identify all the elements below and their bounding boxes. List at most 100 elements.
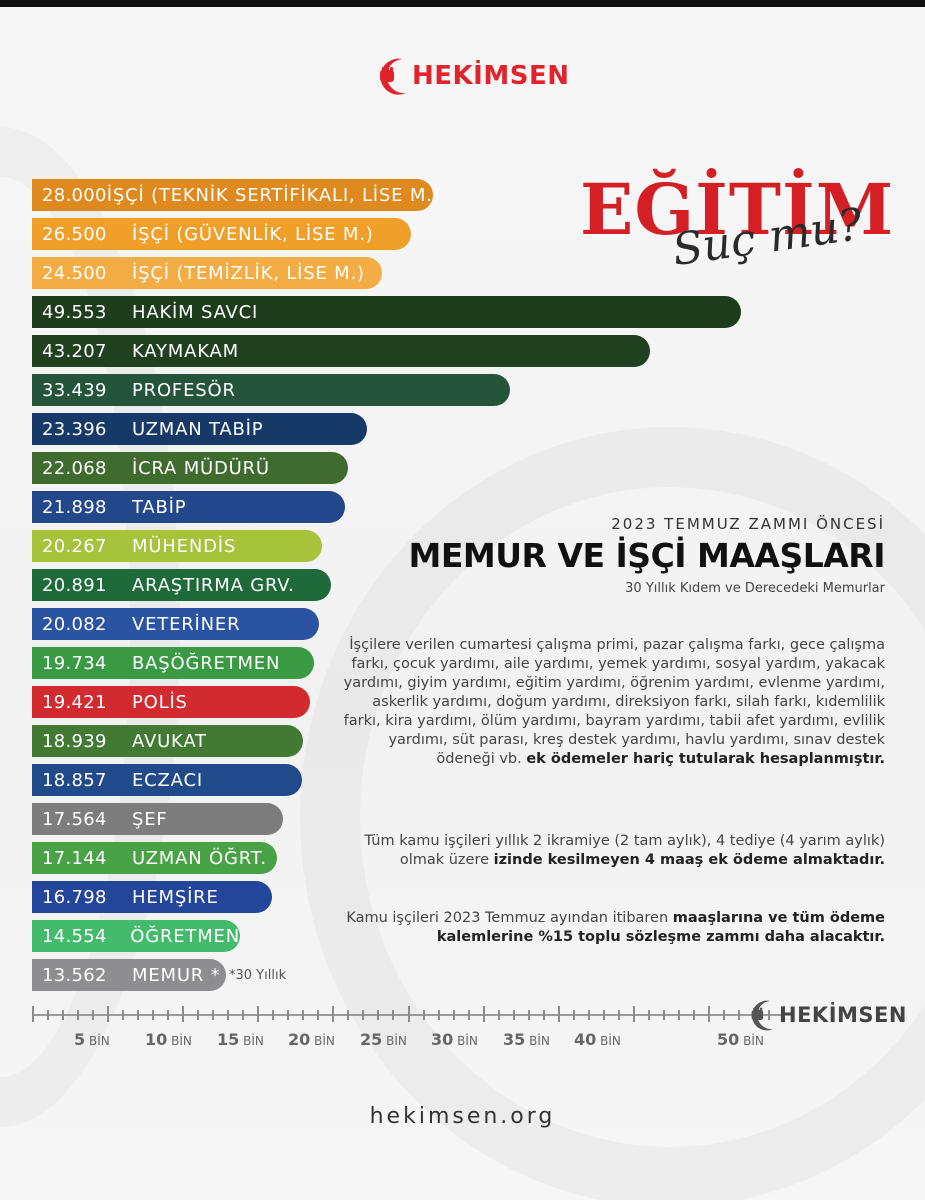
x-axis-minor-tick xyxy=(573,1010,575,1020)
x-axis-minor-tick xyxy=(423,1010,425,1020)
bar-category-label: MEMUR * xyxy=(132,964,221,986)
x-axis-major-tick xyxy=(32,1006,34,1022)
x-tick-number: 50 xyxy=(717,1030,740,1049)
bar-value-label: 16.798 xyxy=(42,886,107,908)
x-axis-minor-tick xyxy=(152,1010,154,1020)
bar-category-label: BAŞÖĞRETMEN xyxy=(132,652,281,674)
x-axis-minor-tick xyxy=(47,1010,49,1020)
bar: 14.554 ÖĞRETMEN xyxy=(32,920,240,952)
website-url[interactable]: hekimsen.org xyxy=(369,1104,556,1129)
x-axis-minor-tick xyxy=(212,1010,214,1020)
x-axis-minor-tick xyxy=(167,1010,169,1020)
x-tick-number: 40 xyxy=(574,1030,597,1049)
bar-value-label: 43.207 xyxy=(42,340,107,362)
x-axis-minor-tick xyxy=(272,1010,274,1020)
bar-category-label: ECZACI xyxy=(132,769,203,791)
bar-value-label: 24.500 xyxy=(42,262,107,284)
x-axis-minor-tick xyxy=(227,1010,229,1020)
x-axis-major-tick xyxy=(107,1006,109,1022)
brand-logo-small: HEKİMSEN xyxy=(745,996,907,1034)
x-tick-label: 15 BİN xyxy=(217,1030,264,1049)
x-axis-minor-tick xyxy=(663,1010,665,1020)
x-axis-minor-tick xyxy=(453,1010,455,1020)
x-axis-major-tick xyxy=(408,1006,410,1022)
x-tick-unit: BİN xyxy=(739,1034,764,1048)
x-axis-minor-tick xyxy=(693,1010,695,1020)
bar: 19.421 POLİS xyxy=(32,686,310,718)
bar: 22.068 İCRA MÜDÜRÜ xyxy=(32,452,348,484)
bar-category-label: UZMAN TABİP xyxy=(132,418,264,440)
x-axis-minor-tick xyxy=(678,1010,680,1020)
bar: 43.207 KAYMAKAM xyxy=(32,335,650,367)
chart-subtitle: 2023 TEMMUZ ZAMMI ÖNCESİ xyxy=(611,515,885,533)
x-tick-unit: BİN xyxy=(453,1034,478,1048)
x-axis-minor-tick xyxy=(287,1010,289,1020)
x-tick-unit: BİN xyxy=(85,1034,110,1048)
paragraph-exclusions-bold: ek ödemeler hariç tutularak hesaplanmışt… xyxy=(526,751,885,767)
bar-category-label: AVUKAT xyxy=(132,730,207,752)
bar-category-label: MÜHENDİS xyxy=(132,535,237,557)
x-tick-label: 40 BİN xyxy=(574,1030,621,1049)
bar-value-label: 22.068 xyxy=(42,457,107,479)
top-border xyxy=(0,0,925,7)
bar-category-label: ÖĞRETMEN xyxy=(130,925,240,947)
bar: 20.891 ARAŞTIRMA GRV. xyxy=(32,569,331,601)
bar: 28.000 İŞÇİ (TEKNİK SERTİFİKALI, LİSE M.) xyxy=(32,179,440,211)
bar-category-label: ARAŞTIRMA GRV. xyxy=(132,574,295,596)
x-tick-label: 25 BİN xyxy=(360,1030,407,1049)
paragraph-bonus: Tüm kamu işçileri yıllık 2 ikramiye (2 t… xyxy=(340,832,885,870)
bar-category-label: ŞEF xyxy=(132,808,168,830)
bar: 17.564 ŞEF xyxy=(32,803,283,835)
memur-footnote: *30 Yıllık xyxy=(229,968,287,983)
bar-value-label: 18.857 xyxy=(42,769,107,791)
bar-category-label: İŞÇİ (TEMİZLİK, LİSE M.) xyxy=(132,262,365,284)
x-axis-minor-tick xyxy=(468,1010,470,1020)
x-axis-minor-tick xyxy=(392,1010,394,1020)
bar: 20.267 MÜHENDİS xyxy=(32,530,322,562)
x-axis-minor-tick xyxy=(648,1010,650,1020)
x-tick-unit: BİN xyxy=(596,1034,621,1048)
x-tick-unit: BİN xyxy=(382,1034,407,1048)
crescent-fist-icon xyxy=(380,58,406,95)
x-axis-minor-tick xyxy=(498,1010,500,1020)
x-tick-unit: BİN xyxy=(525,1034,550,1048)
x-axis-major-tick xyxy=(332,1006,334,1022)
paragraph-bonus-text: Tüm kamu işçileri yıllık 2 ikramiye (2 t… xyxy=(364,833,885,868)
paragraph-exclusions-text: İşçilere verilen cumartesi çalışma primi… xyxy=(343,637,885,767)
brand-name-small: HEKİMSEN xyxy=(779,1003,907,1027)
x-axis-minor-tick xyxy=(723,1010,725,1020)
x-axis-major-tick xyxy=(558,1006,560,1022)
x-axis-minor-tick xyxy=(302,1010,304,1020)
bar: 24.500 İŞÇİ (TEMİZLİK, LİSE M.) xyxy=(32,257,382,289)
headline: EĞİTİM Suç mu? xyxy=(580,170,900,290)
x-axis-minor-tick xyxy=(197,1010,199,1020)
x-tick-unit: BİN xyxy=(310,1034,335,1048)
x-axis-minor-tick xyxy=(588,1010,590,1020)
x-axis-major-tick xyxy=(783,1006,785,1022)
crescent-fist-icon xyxy=(751,1000,774,1031)
bar-value-label: 17.144 xyxy=(42,847,107,869)
x-tick-label: 30 BİN xyxy=(431,1030,478,1049)
bar-category-label: PROFESÖR xyxy=(132,379,236,401)
x-tick-label: 5 BİN xyxy=(74,1030,110,1049)
bar: 33.439 PROFESÖR xyxy=(32,374,510,406)
paragraph-raise: Kamu işçileri 2023 Temmuz ayından itibar… xyxy=(340,909,885,947)
bar-value-label: 33.439 xyxy=(42,379,107,401)
chart-title: MEMUR VE İŞÇİ MAAŞLARI xyxy=(408,536,886,575)
bar: 19.734 BAŞÖĞRETMEN xyxy=(32,647,314,679)
x-axis-minor-tick xyxy=(77,1010,79,1020)
headline-main: EĞİTİM xyxy=(580,168,895,251)
bar-category-label: İŞÇİ (GÜVENLİK, LİSE M.) xyxy=(132,223,374,245)
bar-value-label: 19.734 xyxy=(42,652,107,674)
bar-value-label: 21.898 xyxy=(42,496,107,518)
bar: 16.798 HEMŞİRE xyxy=(32,881,272,913)
bar-category-label: HEMŞİRE xyxy=(132,886,219,908)
x-axis-minor-tick xyxy=(768,1010,770,1020)
x-tick-label: 35 BİN xyxy=(503,1030,550,1049)
x-axis-major-tick xyxy=(633,1006,635,1022)
x-tick-number: 20 xyxy=(288,1030,311,1049)
bar-value-label: 28.000 xyxy=(42,184,107,206)
paragraph-raise-text: Kamu işçileri 2023 Temmuz ayından itibar… xyxy=(346,910,673,926)
x-axis-major-tick xyxy=(257,1006,259,1022)
x-axis-minor-tick xyxy=(377,1010,379,1020)
